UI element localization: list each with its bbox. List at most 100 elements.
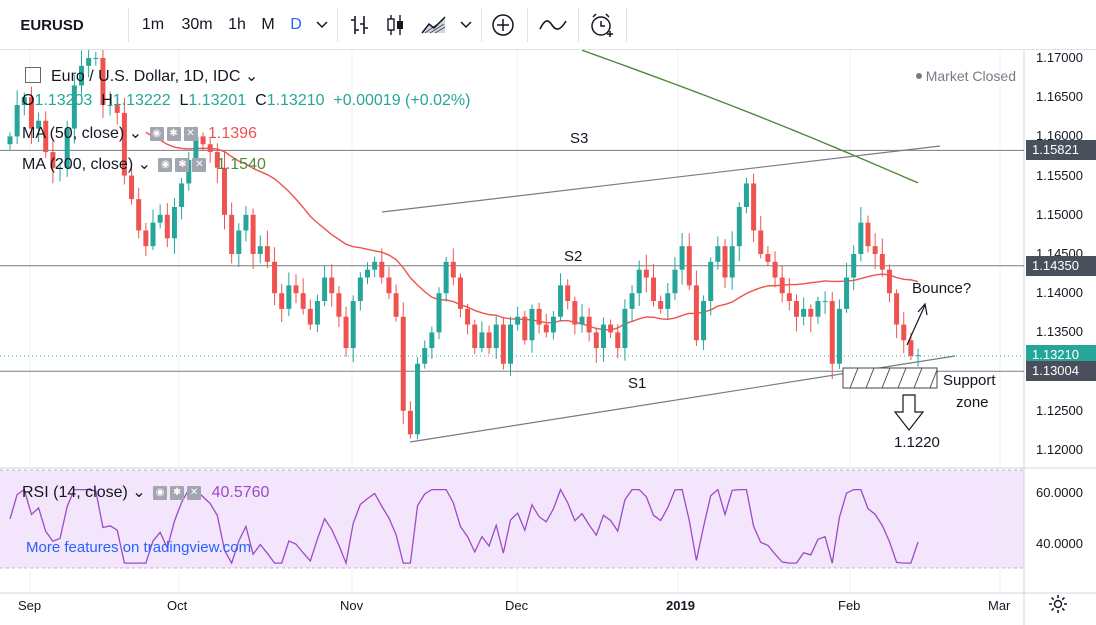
candle-body [479, 332, 485, 349]
support-zone-label-2: zone [956, 394, 989, 411]
candle-body [450, 261, 456, 278]
gear-icon[interactable]: ✱ [166, 126, 181, 141]
candle-body [779, 277, 785, 294]
candle-body [200, 136, 206, 145]
rsi-line [9, 488, 919, 566]
candle-body [808, 308, 814, 317]
s1-label: S1 [628, 375, 647, 392]
candle-body [708, 261, 714, 302]
candle-body [550, 316, 556, 333]
candle-body [157, 214, 163, 223]
interval-30m-button[interactable]: 30m [181, 16, 213, 33]
gear-icon[interactable]: ✱ [170, 485, 185, 500]
bar-chart-icon[interactable] [345, 0, 375, 50]
close-icon[interactable]: ✕ [192, 157, 207, 172]
candle-body [736, 206, 742, 247]
candle-body [743, 183, 749, 207]
ma200-legend[interactable]: MA (200, close) ⌄ ◉ ✱ ✕ 1.1540 [22, 156, 266, 173]
candlestick-icon[interactable] [381, 0, 411, 50]
candle-body [615, 332, 621, 349]
candle-body [608, 324, 614, 333]
date-axis-label: Sep [18, 598, 42, 613]
candle-body [150, 222, 156, 247]
candle-body [136, 199, 142, 231]
interval-1h-button[interactable]: 1h [228, 16, 246, 33]
candle-body [429, 332, 435, 349]
candle-body [443, 261, 449, 294]
candle-body [14, 105, 20, 137]
price-tag: 1.13004 [1026, 361, 1096, 382]
chevron-down-icon[interactable]: ⌄ [244, 68, 259, 85]
candle-body [114, 105, 120, 113]
candle-body [722, 246, 728, 278]
collapse-icon[interactable] [25, 67, 41, 83]
candle-body [143, 230, 149, 247]
candle-body [343, 316, 349, 349]
add-indicator-icon[interactable] [488, 0, 518, 50]
eye-icon[interactable]: ◉ [158, 157, 173, 172]
candle-body [872, 246, 878, 254]
candle-body [765, 254, 771, 262]
alert-icon[interactable] [586, 0, 618, 50]
eye-icon[interactable]: ◉ [149, 126, 164, 141]
symbol-search-button[interactable]: EURUSD [20, 16, 84, 34]
candle-body [229, 214, 235, 254]
candle-body [400, 316, 406, 411]
candle-body [515, 316, 521, 325]
close-icon[interactable]: ✕ [183, 126, 198, 141]
candle-body [565, 285, 571, 302]
candle-body [28, 97, 34, 129]
candle-body [529, 308, 535, 341]
bounce-arrow [906, 302, 928, 346]
candle-body [79, 65, 84, 86]
ma200-line [581, 50, 919, 184]
candle-body [457, 277, 463, 309]
candle-body [593, 332, 599, 349]
area-chart-icon[interactable] [418, 0, 450, 50]
candle-body [107, 105, 113, 107]
gear-icon[interactable]: ✱ [175, 157, 190, 172]
chevron-down-icon[interactable] [312, 0, 332, 50]
tradingview-promo-link[interactable]: More features on tradingview.com [26, 539, 252, 556]
candle-body [772, 261, 778, 278]
price-tag: 1.14350 [1026, 255, 1096, 276]
compare-icon[interactable] [535, 0, 571, 50]
price-axis-label: 1.14000 [1036, 285, 1083, 301]
interval-month-button[interactable]: M [261, 16, 275, 33]
candle-body [822, 301, 828, 303]
candle-body [500, 324, 506, 364]
candle-body [272, 261, 278, 294]
candle-body [300, 293, 306, 309]
candle-body [350, 301, 356, 349]
price-chart-canvas[interactable] [0, 50, 1096, 625]
candle-body [465, 308, 471, 325]
candle-body [336, 293, 342, 317]
price-axis-label: 1.16500 [1036, 89, 1083, 105]
date-axis-label: Mar [988, 598, 1011, 613]
price-axis-label: 1.12000 [1036, 442, 1083, 457]
chart-legend-title[interactable]: Euro / U.S. Dollar, 1D, IDC ⌄ [25, 66, 258, 86]
candle-body [665, 293, 671, 309]
candle-body [543, 324, 549, 333]
interval-1m-button[interactable]: 1m [141, 16, 165, 33]
candle-body [372, 261, 378, 270]
interval-day-button[interactable]: D [290, 16, 302, 33]
candle-body [701, 301, 707, 341]
candle-body [658, 301, 664, 309]
ohlc-values: O1.13203 H1.13222 L1.13201 C1.13210 +0.0… [22, 92, 471, 109]
settings-gear-icon[interactable] [1048, 594, 1068, 619]
close-icon[interactable]: ✕ [187, 485, 202, 500]
bounce-label: Bounce? [912, 280, 972, 297]
candle-body [286, 285, 292, 309]
candle-body [293, 285, 299, 294]
candle-body [886, 269, 892, 294]
change-value: +0.00019 (+0.02%) [333, 92, 471, 109]
rsi-legend[interactable]: RSI (14, close) ⌄ ◉ ✱ ✕ 40.5760 [22, 484, 270, 501]
candle-body [786, 293, 792, 302]
chevron-down-icon[interactable] [456, 0, 476, 50]
ma50-legend[interactable]: MA (50, close) ⌄ ◉ ✱ ✕ 1.1396 [22, 125, 257, 142]
candle-body [558, 285, 564, 317]
eye-icon[interactable]: ◉ [153, 485, 168, 500]
date-axis-label: Feb [838, 598, 861, 613]
